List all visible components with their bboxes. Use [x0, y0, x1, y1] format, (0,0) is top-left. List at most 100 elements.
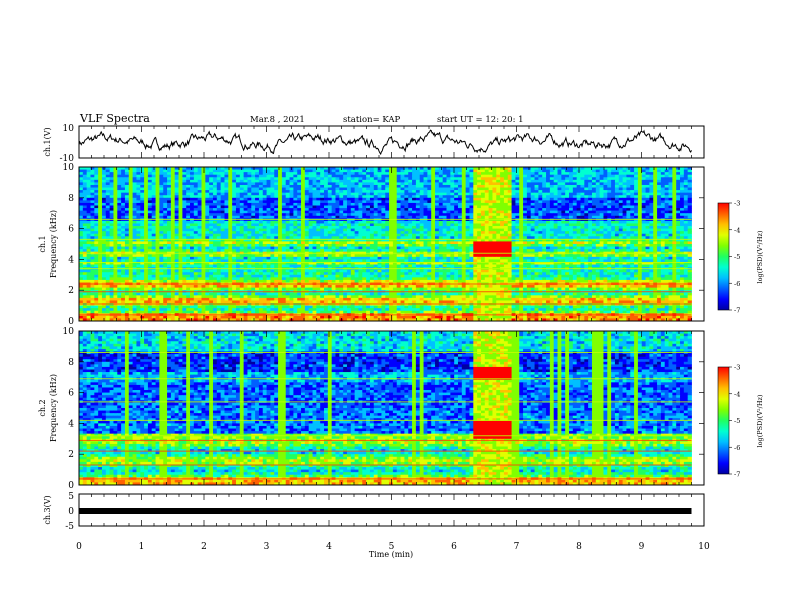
- spectrogram-cell: [645, 187, 650, 191]
- spectrogram-cell: [622, 184, 627, 188]
- spectrogram-cell: [572, 228, 578, 232]
- spectrogram-cell: [649, 223, 654, 227]
- spectrogram-cell: [281, 169, 287, 173]
- spectrogram-cell: [358, 210, 363, 214]
- spectrogram-cell: [182, 202, 187, 206]
- spectrogram-cell: [618, 172, 623, 176]
- spectrogram-cell: [220, 197, 225, 201]
- spectrogram-cell: [580, 205, 585, 209]
- spectrogram-cell: [683, 231, 689, 235]
- spectrogram-cell: [385, 195, 390, 199]
- spectrogram-cell: [159, 187, 164, 191]
- spectrogram-cell: [205, 187, 210, 191]
- spectrogram-cell: [251, 197, 256, 201]
- spectrogram-cell: [324, 182, 329, 186]
- spectrogram-cell: [358, 182, 363, 186]
- spectrogram-cell: [572, 179, 578, 183]
- spectrogram-cell: [90, 236, 95, 240]
- spectrogram-cell: [251, 231, 256, 235]
- spectrogram-cell: [193, 172, 199, 176]
- spectrogram-cell: [320, 172, 325, 176]
- spectrogram-cell: [366, 220, 371, 224]
- spectrogram-cell: [496, 202, 501, 206]
- spectrogram-cell: [301, 205, 306, 209]
- spectrogram-cell: [400, 169, 405, 173]
- spectrogram-cell: [147, 220, 153, 224]
- spectrogram-cell: [419, 233, 424, 237]
- spectrogram-cell: [109, 210, 114, 214]
- spectrogram-cell: [526, 184, 532, 188]
- spectrogram-cell: [392, 200, 398, 204]
- spectrogram-cell: [622, 202, 627, 206]
- spectrogram-cell: [553, 233, 558, 237]
- spectrogram-cell: [94, 244, 99, 247]
- spectrogram-cell: [676, 208, 681, 212]
- spectrogram-cell: [381, 220, 386, 224]
- spectrogram-cell: [324, 205, 329, 209]
- spectrogram-cell: [435, 215, 440, 219]
- spectrogram-cell: [591, 169, 597, 173]
- spectrogram-cell: [190, 177, 195, 181]
- spectrogram-cell: [262, 231, 267, 235]
- spectrogram-cell: [480, 223, 486, 227]
- spectrogram-cell: [480, 220, 486, 224]
- spectrogram-cell: [358, 220, 363, 224]
- spectrogram-cell: [262, 228, 267, 232]
- spectrogram-cell: [266, 192, 271, 196]
- spectrogram-cell: [641, 195, 646, 199]
- spectrogram-cell: [320, 195, 325, 199]
- spectrogram-cell: [373, 167, 378, 170]
- spectrogram-cell: [362, 167, 367, 170]
- spectrogram-cell: [664, 226, 669, 229]
- spectrogram-cell: [121, 182, 126, 186]
- spectrogram-cell: [561, 200, 566, 204]
- spectrogram-cell: [182, 197, 187, 201]
- spectrogram-cell: [687, 187, 692, 191]
- spectrogram-cell: [672, 192, 677, 196]
- spectrogram-cell: [174, 192, 179, 196]
- spectrogram-cell: [404, 172, 409, 176]
- spectrogram-cell: [304, 172, 310, 176]
- spectrogram-cell: [465, 197, 470, 201]
- spectrogram-cell: [343, 213, 348, 217]
- spectrogram-cell: [442, 172, 447, 176]
- spectrogram-cell: [297, 202, 302, 206]
- spectrogram-cell: [488, 236, 493, 240]
- spectrogram-cell: [454, 200, 459, 204]
- spectrogram-cell: [412, 182, 417, 186]
- spectrogram-cell: [373, 223, 378, 227]
- spectrogram-cell: [262, 179, 267, 183]
- spectrogram-cell: [289, 182, 294, 186]
- spectrogram-cell: [680, 220, 685, 224]
- spectrogram-cell: [672, 197, 677, 201]
- spectrogram-cell: [270, 210, 275, 214]
- spectrogram-cell: [526, 208, 532, 212]
- spectrogram-cell: [132, 208, 137, 212]
- spectrogram-cell: [304, 244, 310, 247]
- spectrogram-cell: [611, 195, 616, 199]
- spectrogram-cell: [243, 205, 248, 209]
- spectrogram-cell: [86, 187, 91, 191]
- spectrogram-cell: [239, 177, 245, 181]
- spectrogram-cell: [664, 202, 669, 206]
- spectrogram-cell: [480, 228, 486, 232]
- spectrogram-cell: [473, 182, 478, 186]
- spectrogram-cell: [132, 192, 137, 196]
- spectrogram-cell: [400, 238, 405, 242]
- spectrogram-cell: [400, 236, 405, 240]
- spectrogram-cell: [523, 192, 528, 196]
- spectrogram-cell: [209, 200, 214, 204]
- spectrogram-cell: [174, 174, 179, 178]
- spectrogram-cell: [190, 192, 195, 196]
- spectrogram-cell: [538, 187, 543, 191]
- spectrogram-cell: [316, 202, 321, 206]
- spectrogram-cell: [369, 208, 375, 212]
- spectrogram-cell: [519, 231, 524, 235]
- spectrogram-cell: [121, 215, 126, 219]
- spectrogram-cell: [511, 231, 516, 235]
- spectrogram-cell: [121, 200, 126, 204]
- spectrogram-cell: [228, 213, 233, 217]
- spectrogram-cell: [354, 182, 359, 186]
- spectrogram-cell: [634, 205, 639, 209]
- spectrogram-cell: [132, 200, 137, 204]
